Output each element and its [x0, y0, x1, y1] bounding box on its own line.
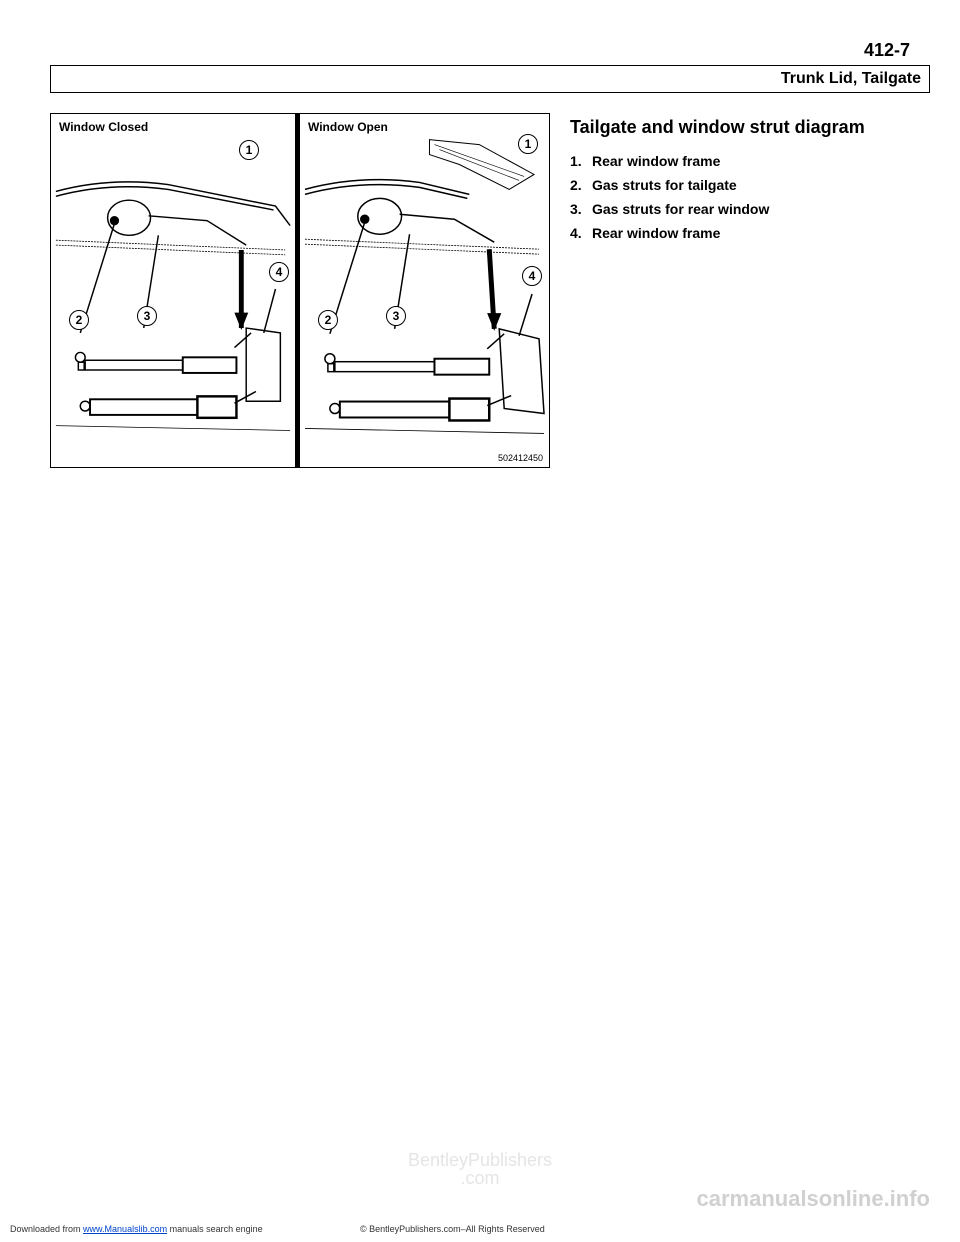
footer-left: Downloaded from www.Manualslib.com manua… — [10, 1224, 263, 1234]
callout-3b: 3 — [386, 306, 406, 326]
footer-link[interactable]: www.Manualslib.com — [83, 1224, 167, 1234]
right-column: Tailgate and window strut diagram 1. Rea… — [570, 113, 930, 468]
section-title: Tailgate and window strut diagram — [570, 117, 930, 139]
legend-text: Rear window frame — [592, 153, 720, 169]
header-bar: Trunk Lid, Tailgate — [50, 65, 930, 93]
panel-label-closed: Window Closed — [51, 120, 295, 134]
legend-item: 2. Gas struts for tailgate — [570, 177, 930, 193]
header-title: Trunk Lid, Tailgate — [781, 70, 921, 88]
callout-4b: 4 — [522, 266, 542, 286]
legend-text: Gas struts for rear window — [592, 201, 769, 217]
mech-drawing-open-icon — [300, 134, 549, 444]
legend-list: 1. Rear window frame 2. Gas struts for t… — [570, 153, 930, 241]
callout-2b: 2 — [318, 310, 338, 330]
footer-left-post: manuals search engine — [167, 1224, 263, 1234]
callout-4: 4 — [269, 262, 289, 282]
content-row: Window Closed — [50, 113, 930, 468]
page-number: 412-7 — [50, 40, 930, 61]
legend-item: 4. Rear window frame — [570, 225, 930, 241]
footer-left-pre: Downloaded from — [10, 1224, 83, 1234]
page-container: 412-7 Trunk Lid, Tailgate Window Closed — [0, 0, 960, 1242]
legend-num: 1. — [570, 153, 592, 169]
watermark-center-line1: BentleyPublishers — [408, 1151, 552, 1169]
legend-item: 1. Rear window frame — [570, 153, 930, 169]
mech-drawing-closed-icon — [51, 134, 295, 444]
callout-2: 2 — [69, 310, 89, 330]
footer-right: © BentleyPublishers.com–All Rights Reser… — [360, 1224, 545, 1234]
watermark-bottom: carmanualsonline.info — [697, 1186, 931, 1212]
legend-text: Rear window frame — [592, 225, 720, 241]
figure-id: 502412450 — [498, 453, 543, 463]
legend-text: Gas struts for tailgate — [592, 177, 737, 193]
figure-panel-open: Window Open — [300, 114, 549, 467]
callout-3: 3 — [137, 306, 157, 326]
legend-num: 2. — [570, 177, 592, 193]
callout-1: 1 — [239, 140, 259, 160]
callout-1b: 1 — [518, 134, 538, 154]
legend-num: 3. — [570, 201, 592, 217]
watermark-center: BentleyPublishers .com — [408, 1151, 552, 1187]
legend-num: 4. — [570, 225, 592, 241]
figure-box: Window Closed — [50, 113, 550, 468]
legend-item: 3. Gas struts for rear window — [570, 201, 930, 217]
panel-label-open: Window Open — [300, 120, 549, 134]
figure-panel-closed: Window Closed — [51, 114, 300, 467]
watermark-center-line2: .com — [408, 1169, 552, 1187]
